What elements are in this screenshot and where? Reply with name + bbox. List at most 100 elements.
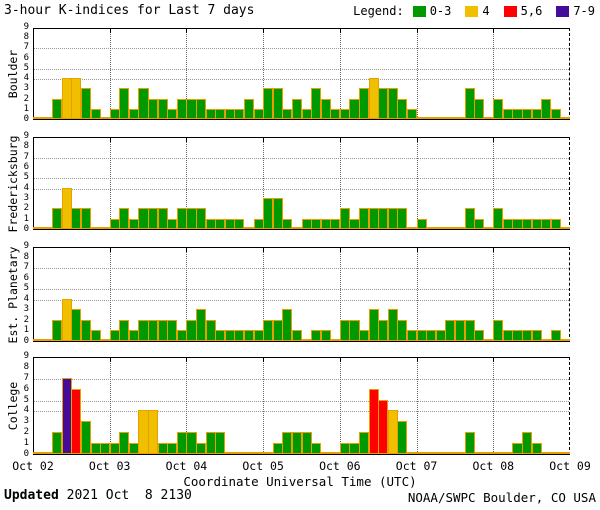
k-bar [454,116,465,119]
day-tick [186,138,188,142]
day-tick [339,358,341,362]
x-tick-label: Oct 04 [165,459,208,473]
k-bar [483,451,494,454]
legend-item-label: 4 [482,4,490,18]
y-tick-label: 4 [23,405,29,416]
y-tick-label: 8 [23,32,29,43]
y-tick-label: 3 [23,416,29,427]
threshold-line-k5 [34,289,569,291]
k-bar [330,108,341,119]
k-bar [205,319,216,341]
k-bar [502,108,513,119]
k-bar [52,319,63,341]
k-bar [42,451,53,454]
day-gridline [339,358,341,454]
k-bar [90,330,101,341]
k-bar [71,208,82,229]
x-tick-label: Oct 08 [472,459,515,473]
k-bar [138,319,149,341]
day-gridline [186,29,188,119]
k-bar [368,208,379,229]
k-bar [464,432,475,454]
y-tick-label: 5 [23,283,29,294]
k-bar [33,116,44,119]
day-gridline [416,358,418,454]
k-bar [167,108,178,119]
k-bar [71,78,82,119]
k-bar [387,309,398,341]
k-bar [291,98,302,119]
threshold-line-k5 [34,68,569,70]
k-bar [243,330,255,341]
k-bar [320,218,331,229]
y-tick-label: 1 [23,438,29,449]
updated-label: Updated [4,488,59,503]
k-bar [167,218,178,229]
k-bar [311,330,322,341]
day-gridline [186,138,188,229]
threshold-line-k4 [34,299,569,301]
k-bar [512,108,523,119]
x-tick-label: Oct 05 [242,459,284,473]
k-bar [474,98,485,119]
k-bar [291,432,302,454]
k-bar [234,330,245,341]
day-gridline [416,138,418,229]
k-bar [61,298,72,341]
k-bar [349,98,360,119]
day-tick [493,29,495,33]
k-bar [502,330,513,341]
day-gridline [493,138,495,229]
k-bar [33,226,44,229]
k-bar [368,78,379,119]
k-bar [320,330,331,341]
k-bar [406,226,418,229]
y-tick-label: 0 [23,449,29,459]
k-bar [493,98,504,119]
y-tick-label: 7 [23,151,29,162]
y-tick-label: 9 [23,22,29,32]
k-bar [176,208,187,229]
k-bar [90,226,101,229]
k-bar [550,330,561,341]
k-bar [522,432,533,454]
legend-swatch-icon [465,5,479,17]
y-tick-label: 6 [23,272,29,283]
y-tick-label: 7 [23,262,29,273]
y-tick-label: 7 [23,42,29,53]
k-bar [71,309,82,341]
k-bar [311,218,322,229]
day-gridline [186,358,188,454]
y-tick-label: 0 [23,336,29,346]
x-tick-label: Oct 03 [88,459,131,473]
k-bar [464,319,475,341]
k-bar [541,98,552,119]
k-bar [406,108,418,119]
day-tick [493,248,495,252]
day-tick [186,248,188,252]
k-bar [339,443,350,454]
k-bar [167,319,178,341]
day-gridline [493,358,495,454]
k-bar [359,208,370,229]
k-bar [454,319,465,341]
legend-swatch-icon [412,5,426,17]
k-bar [148,319,159,341]
day-tick [263,138,265,142]
y-tick-label: 2 [23,93,29,104]
k-bar [387,88,398,119]
k-bar [301,338,312,341]
k-bar [263,451,274,454]
k-bar [301,108,312,119]
y-tick-label: 5 [23,62,29,73]
k-bar [234,218,245,229]
k-bar [52,208,63,229]
day-tick [339,138,341,142]
x-tick-label: Oct 09 [549,459,591,473]
k-bar [320,98,331,119]
k-bar [522,108,533,119]
day-tick [109,358,111,362]
day-tick [186,29,188,33]
k-bar [541,218,552,229]
k-bar [291,330,302,341]
